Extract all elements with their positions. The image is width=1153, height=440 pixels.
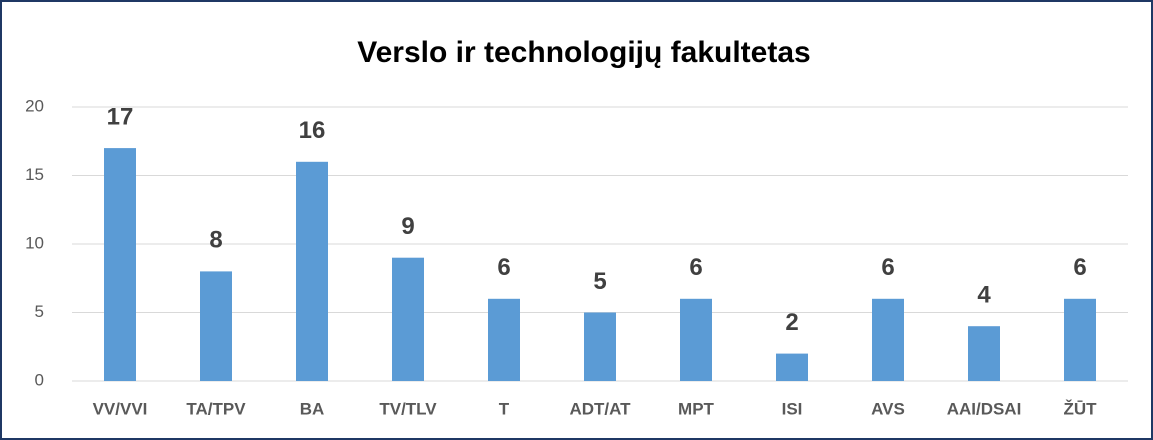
data-label: 17: [107, 103, 134, 130]
bar: [872, 298, 904, 381]
bar: [776, 353, 808, 381]
y-tick-label: 15: [25, 165, 44, 184]
x-tick-label: ISI: [782, 399, 803, 418]
x-tick-label: TV/TLV: [379, 399, 437, 418]
x-tick-label: MPT: [678, 399, 715, 418]
data-label: 5: [593, 268, 606, 295]
y-tick-label: 20: [25, 96, 44, 115]
x-tick-label: AAI/DSAI: [947, 399, 1022, 418]
bar: [392, 257, 424, 381]
bar: [488, 298, 520, 381]
x-tick-label: AVS: [871, 399, 905, 418]
bar: [200, 271, 232, 381]
data-label: 6: [497, 254, 510, 281]
y-tick-label: 0: [35, 370, 44, 389]
x-tick-label: ADT/AT: [569, 399, 631, 418]
data-label: 6: [881, 254, 894, 281]
data-label: 2: [785, 309, 798, 336]
bar: [968, 326, 1000, 381]
data-label: 16: [299, 117, 326, 144]
x-tick-label: VV/VVI: [93, 399, 148, 418]
x-tick-label: ŽŪT: [1063, 399, 1097, 418]
data-label: 6: [1073, 254, 1086, 281]
x-tick-label: T: [499, 399, 510, 418]
x-tick-label: TA/TPV: [186, 399, 246, 418]
data-label: 4: [977, 282, 991, 309]
chart-title: Verslo ir technologijų fakultetas: [357, 36, 810, 69]
x-tick-label: BA: [300, 399, 325, 418]
bar: [104, 148, 136, 381]
data-label: 6: [689, 254, 702, 281]
bar: [296, 161, 328, 381]
y-tick-label: 5: [35, 302, 44, 321]
bar: [1064, 298, 1096, 381]
data-label: 9: [401, 213, 414, 240]
data-label: 8: [209, 227, 222, 254]
y-tick-label: 10: [25, 233, 44, 252]
bar: [680, 298, 712, 381]
bar: [584, 312, 616, 381]
